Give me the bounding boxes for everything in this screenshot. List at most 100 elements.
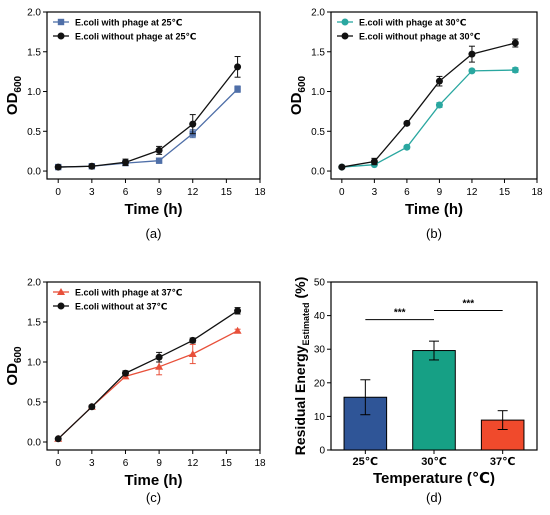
data-point <box>403 119 411 127</box>
y-tick-label: 0.5 <box>311 127 325 138</box>
legend-entry: E.coli with phage at 30℃ <box>359 18 467 28</box>
data-point <box>511 66 519 74</box>
x-tick-label: 12 <box>187 458 199 469</box>
y-axis-title: OD600 <box>288 75 308 115</box>
series-line <box>57 310 238 440</box>
y-axis-title: OD600 <box>4 346 24 386</box>
x-tick-label: 18 <box>254 458 266 469</box>
y-tick-label: 0.0 <box>27 438 41 449</box>
series-1 <box>54 326 242 442</box>
y-axis-title-main: Residual Energy <box>292 345 308 455</box>
significance-label: *** <box>394 308 406 319</box>
significance-label: *** <box>462 299 474 310</box>
x-tick-label: 30℃ <box>421 456 447 468</box>
y-axis-title-main: OD <box>4 92 21 115</box>
x-tick-label: 0 <box>55 187 61 198</box>
y-tick-label: 0 <box>319 446 325 457</box>
series-2 <box>54 56 242 171</box>
bar <box>412 350 456 451</box>
panel-label: (d) <box>426 490 442 505</box>
x-axis-title: Time (h) <box>124 201 182 218</box>
x-tick-label: 18 <box>531 187 543 198</box>
legend-marker <box>341 18 349 26</box>
legend-marker <box>57 18 65 26</box>
x-tick-label: 0 <box>339 187 345 198</box>
x-tick-label: 15 <box>221 458 233 469</box>
y-tick-label: 1.0 <box>27 358 41 369</box>
y-tick-label: 2.0 <box>27 8 41 19</box>
data-point <box>435 77 443 85</box>
y-tick-label: 0.0 <box>311 167 325 178</box>
series-line <box>341 42 516 168</box>
y-axis-title: OD600 <box>4 75 24 115</box>
data-point <box>121 369 129 377</box>
y-tick-label: 0.5 <box>27 127 41 138</box>
data-point <box>155 146 163 154</box>
y-tick-label: 10 <box>314 412 326 423</box>
legend-marker <box>57 288 65 295</box>
y-axis-title-main: OD <box>288 92 305 115</box>
legend-entry: E.coli without at 37℃ <box>75 302 168 312</box>
x-tick-label: 9 <box>437 187 443 198</box>
y-tick-label: 2.0 <box>311 8 325 19</box>
x-tick-label: 37℃ <box>490 456 516 468</box>
plot-frame <box>46 11 261 180</box>
x-tick-label: 12 <box>187 187 199 198</box>
y-tick-label: 2.0 <box>27 278 41 289</box>
y-axis-title-main: OD <box>4 363 21 386</box>
x-tick-label: 3 <box>89 458 95 469</box>
series-2 <box>54 307 242 443</box>
x-axis-title: Time (h) <box>405 201 463 218</box>
y-tick-label: 0.5 <box>27 398 41 409</box>
data-point <box>234 85 241 93</box>
y-tick-label: 50 <box>314 278 326 289</box>
legend-entry: E.coli without phage at 25℃ <box>75 32 197 42</box>
legend-entry: E.coli without phage at 30℃ <box>359 32 481 42</box>
y-tick-label: 1.0 <box>27 87 41 98</box>
series-line <box>57 330 238 440</box>
x-tick-label: 3 <box>372 187 378 198</box>
data-point <box>88 403 96 411</box>
legend-marker <box>57 32 65 40</box>
chart-panel-2: 0 3 6 9 12 15 18 0.0 0.5 1.0 1.5 2.0 Time (h) OD600 E.… <box>288 8 543 242</box>
data-point <box>189 120 197 128</box>
y-tick-label: 1.5 <box>27 47 41 58</box>
data-point <box>338 163 346 171</box>
series-2 <box>338 38 519 171</box>
x-tick-label: 25℃ <box>353 456 379 468</box>
x-tick-label: 15 <box>499 187 511 198</box>
x-tick-label: 18 <box>254 187 266 198</box>
x-tick-label: 0 <box>55 458 61 469</box>
data-point <box>511 39 519 47</box>
x-tick-label: 9 <box>156 458 162 469</box>
data-point <box>468 50 476 58</box>
legend-marker <box>341 32 349 40</box>
y-tick-label: 1.0 <box>311 87 325 98</box>
y-axis-title-sub: Estimated <box>301 303 311 346</box>
chart-panel-3: 0 3 6 9 12 15 18 0.0 0.5 1.0 1.5 2.0 Time (h) OD600 E.… <box>4 278 266 506</box>
y-tick-label: 20 <box>314 378 326 389</box>
x-tick-label: 15 <box>221 187 233 198</box>
y-axis-title-sub: 600 <box>297 75 308 92</box>
data-point <box>435 101 443 109</box>
plot-frame <box>46 281 261 451</box>
y-axis-title-unit: (%) <box>292 277 308 299</box>
data-point <box>234 63 242 71</box>
chart-panel-1: 0 3 6 9 12 15 18 0.0 0.5 1.0 1.5 2.0 Time (h) OD600 E.… <box>4 8 266 242</box>
data-point <box>403 143 411 151</box>
y-tick-label: 1.5 <box>311 47 325 58</box>
y-tick-label: 40 <box>314 311 326 322</box>
x-axis-title: Temperature (℃) <box>373 470 495 487</box>
y-axis-title-sub: 600 <box>13 346 24 363</box>
chart-panel-4: 0 10 20 30 40 50 25℃ 30℃ 37℃ *** *** Temperature (℃… <box>292 277 538 505</box>
panel-label: (a) <box>146 226 162 241</box>
x-tick-label: 6 <box>404 187 410 198</box>
data-point <box>54 435 62 443</box>
data-point <box>88 162 96 170</box>
x-tick-label: 12 <box>466 187 478 198</box>
data-point <box>54 163 62 171</box>
legend-entry: E.coli with phage at 37℃ <box>75 288 183 298</box>
data-point <box>233 326 242 334</box>
data-point <box>189 336 197 344</box>
